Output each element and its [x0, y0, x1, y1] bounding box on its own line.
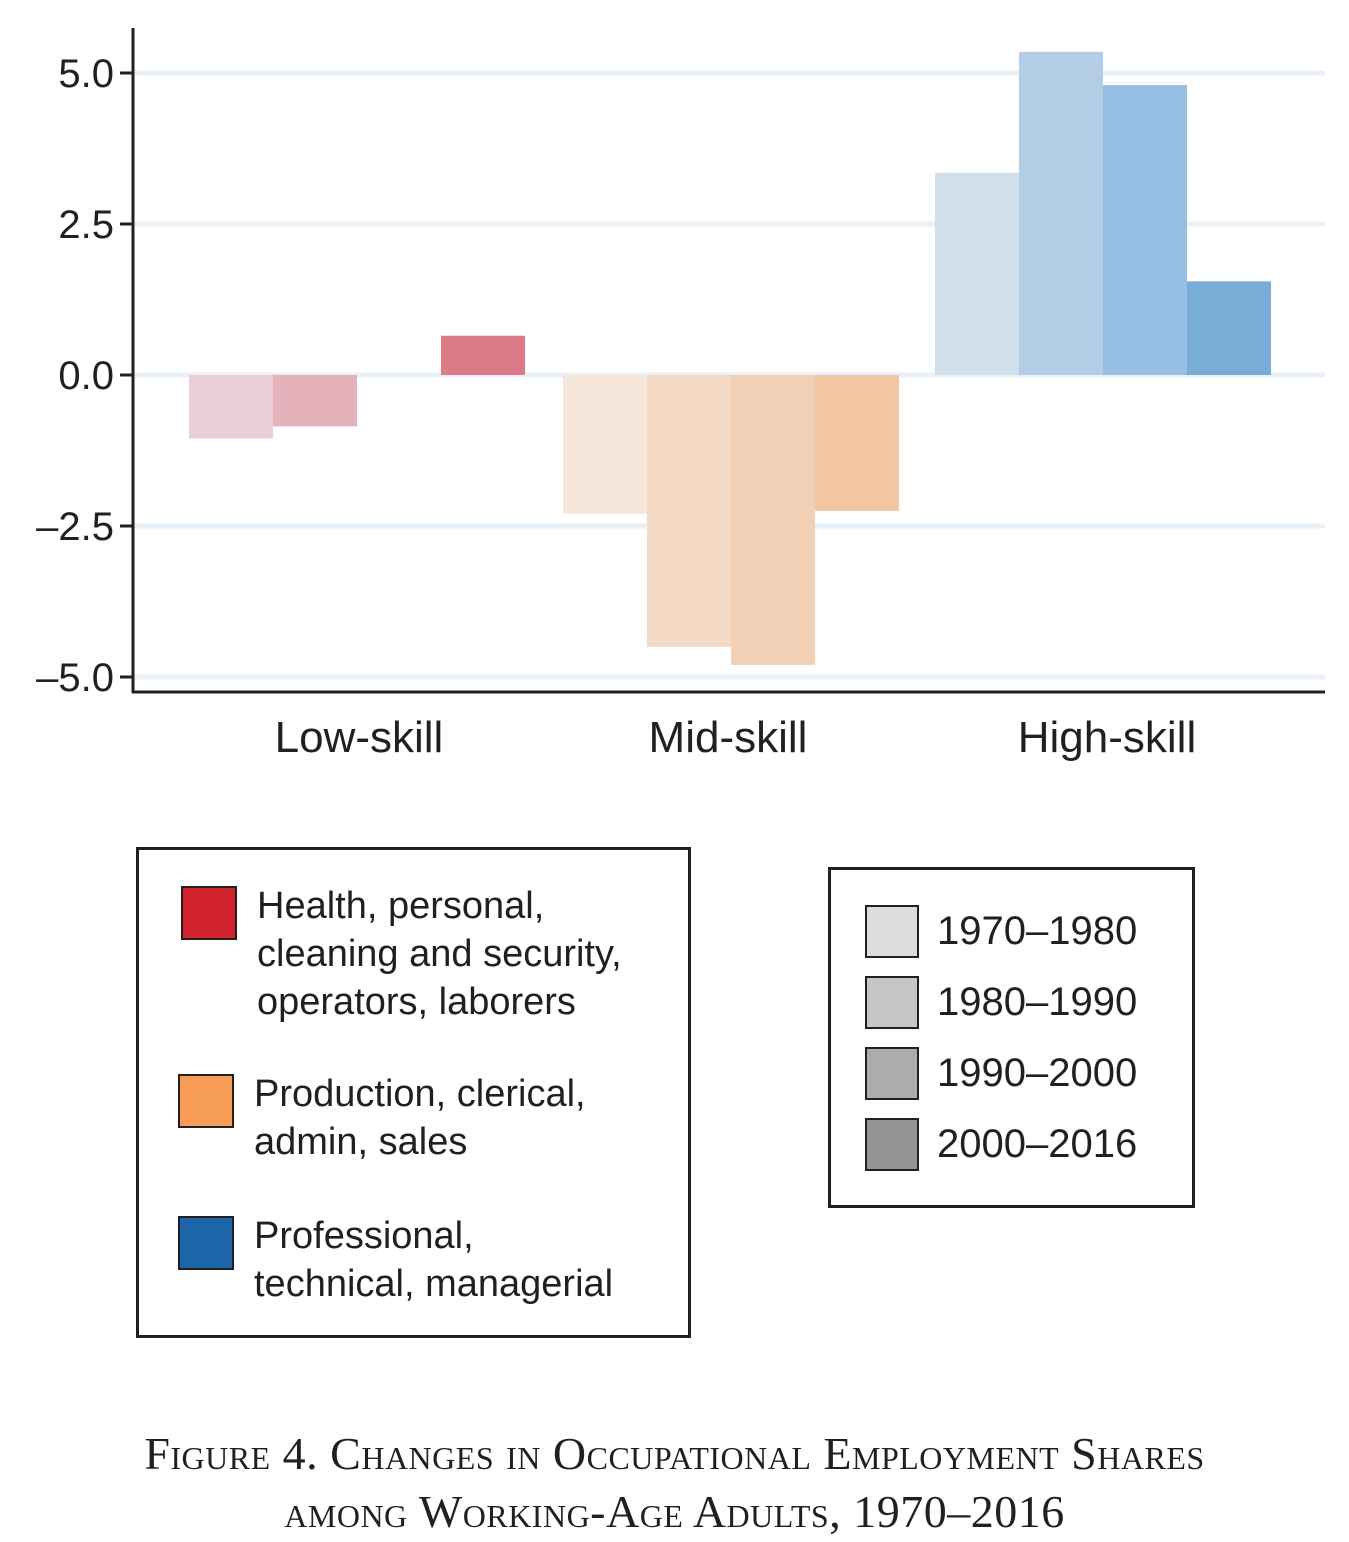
- bar-high-skill-3: [1187, 281, 1271, 375]
- y-tick-label: –2.5: [36, 505, 114, 549]
- bar-high-skill-0: [935, 172, 1019, 375]
- bar-high-skill-1: [1019, 51, 1103, 376]
- legend-label: 2000–2016: [937, 1122, 1138, 1166]
- bar-low-skill-1: [273, 375, 357, 427]
- legend-label: 1990–2000: [937, 1051, 1138, 1095]
- legend-label: Professional, technical, managerial: [254, 1215, 614, 1305]
- bar-mid-skill-0: [563, 375, 647, 514]
- legend-swatch: [865, 976, 919, 1029]
- occupation-legend-item: Professional, technical, managerial: [178, 1215, 613, 1308]
- legend-swatch: [178, 1074, 234, 1128]
- period-legend: 1970–1980 1980–1990 1990–2000 2000–2016: [828, 867, 1195, 1208]
- bars: [189, 51, 1271, 665]
- legend-label: 1980–1990: [937, 980, 1138, 1024]
- x-category-label: High-skill: [1018, 713, 1196, 762]
- bar-mid-skill-3: [815, 375, 899, 511]
- period-legend-item: 2000–2016: [865, 1118, 1137, 1171]
- occupation-legend: Health, personal, cleaning and security,…: [136, 847, 691, 1338]
- y-tick-label: –5.0: [36, 656, 114, 700]
- bar-low-skill-0: [189, 375, 273, 439]
- legend-swatch: [865, 1047, 919, 1100]
- bar-high-skill-2: [1103, 85, 1187, 375]
- period-legend-item: 1990–2000: [865, 1047, 1137, 1100]
- legend-swatch: [865, 1118, 919, 1171]
- legend-swatch: [865, 905, 919, 958]
- legend-label: Health, personal, cleaning and security,…: [257, 885, 622, 1023]
- y-tick-label: 0.0: [58, 354, 114, 398]
- y-tick-label: 5.0: [58, 52, 114, 96]
- legend-label: Production, clerical, admin, sales: [254, 1073, 586, 1163]
- caption-line-1: Figure 4. Changes in Occupational Employ…: [144, 1428, 1205, 1479]
- caption-line-2: among Working-Age Adults, 1970–2016: [284, 1486, 1065, 1537]
- period-legend-item: 1980–1990: [865, 976, 1137, 1029]
- legend-swatch: [181, 886, 237, 940]
- legend-label: 1970–1980: [937, 909, 1138, 953]
- occupation-legend-item: Health, personal, cleaning and security,…: [181, 885, 622, 1026]
- occupation-legend-item: Production, clerical, admin, sales: [178, 1073, 586, 1166]
- x-category-labels: Low-skill Mid-skill High-skill: [275, 713, 1197, 762]
- y-ticks: 5.0 2.5 0.0 –2.5 –5.0: [36, 52, 133, 700]
- y-tick-label: 2.5: [58, 203, 114, 247]
- axes: [131, 28, 1325, 694]
- bar-mid-skill-1: [647, 375, 731, 647]
- period-legend-item: 1970–1980: [865, 905, 1137, 958]
- bar-chart: 5.0 2.5 0.0 –2.5 –5.0 Low-skill Mid-skill High…: [36, 28, 1325, 762]
- bar-low-skill-3: [441, 335, 525, 375]
- legend-swatch: [178, 1216, 234, 1270]
- bar-mid-skill-2: [731, 375, 815, 665]
- x-category-label: Low-skill: [275, 713, 444, 762]
- figure-caption: Figure 4. Changes in Occupational Employ…: [0, 1425, 1349, 1541]
- x-category-label: Mid-skill: [649, 713, 808, 762]
